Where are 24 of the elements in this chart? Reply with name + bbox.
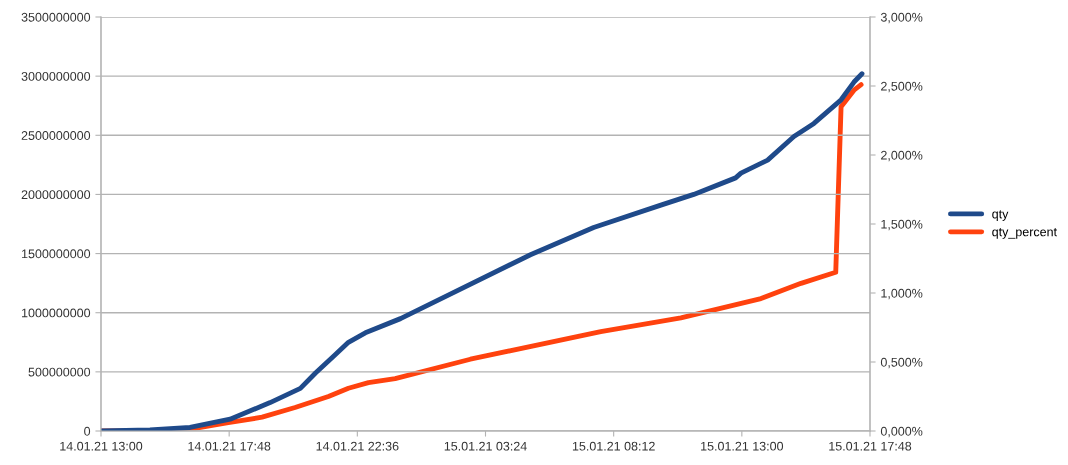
y-tick-label: 1000000000 [22, 308, 91, 318]
y2-tick-label: 1,000% [881, 288, 923, 300]
y2-tick-label: 1,500% [881, 219, 923, 231]
y-tick-label: 2500000000 [21, 131, 91, 140]
x-tick-label: 15.01.21 17:48 [829, 441, 912, 451]
y-tick-label: 500000000 [28, 367, 91, 377]
x-tick-label: 14.01.21 17:48 [188, 441, 271, 451]
y2-tick-label: 2,000% [881, 150, 923, 162]
legend-label: qty [992, 210, 1009, 221]
y2-tick-label: 3,000% [880, 12, 923, 24]
x-tick-label: 15.01.21 08:12 [572, 441, 655, 451]
y-tick-label: 1500000000 [22, 249, 91, 259]
y-tick-label: 3500000000 [21, 12, 91, 22]
y2-tick-label: 0,500% [880, 357, 923, 369]
y-tick-label: 2000000000 [21, 190, 91, 200]
y-tick-label: 3000000000 [21, 71, 91, 81]
x-tick-label: 15.01.21 13:00 [701, 441, 784, 451]
x-tick-label: 14.01.21 13:00 [60, 441, 143, 451]
y2-tick-label: 2,500% [881, 81, 923, 93]
legend-label: qty_percent [992, 228, 1057, 239]
y2-tick-label: 0,000% [880, 426, 923, 438]
y-tick-label: 0 [84, 426, 91, 436]
x-tick-label: 14.01.21 22:36 [316, 441, 399, 451]
x-tick-label: 15.01.21 03:24 [444, 441, 527, 451]
